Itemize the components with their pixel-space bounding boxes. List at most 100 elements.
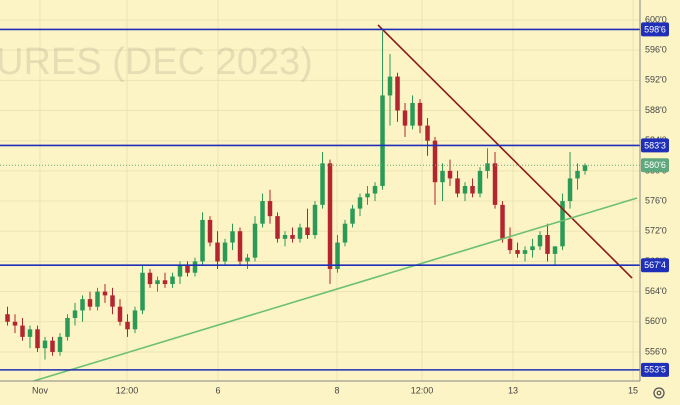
- candle-body: [575, 170, 580, 179]
- candle-body: [485, 163, 490, 171]
- candle-body: [20, 325, 25, 337]
- y-tick-label: 572'0: [645, 226, 667, 236]
- level-label-box: [641, 22, 669, 37]
- candle-body: [380, 95, 385, 186]
- candle-body: [567, 178, 573, 202]
- candle-body: [12, 321, 18, 326]
- candle-body: [245, 257, 250, 262]
- candle-body: [507, 238, 513, 251]
- candle-body: [552, 246, 558, 254]
- trend-line: [377, 24, 633, 279]
- axes: 556'0560'0564'0568'0572'0576'0580'0584'0…: [32, 14, 669, 395]
- candle-body: [267, 201, 273, 217]
- candle-body: [440, 170, 445, 183]
- x-tick-label: 12:00: [411, 385, 434, 395]
- x-tick-label: 15: [628, 385, 638, 395]
- candle-body: [125, 321, 130, 330]
- y-tick-label: 592'0: [645, 75, 667, 85]
- x-tick-label: 13: [508, 385, 518, 395]
- last-price-box: [641, 158, 669, 173]
- candle-body: [342, 223, 348, 243]
- level-label: 598'6: [644, 24, 666, 34]
- candle-body: [425, 125, 430, 141]
- candle-body: [95, 291, 100, 307]
- candle-body: [305, 227, 310, 236]
- candle-body: [432, 140, 438, 183]
- candle-body: [335, 242, 340, 269]
- candle-body: [462, 185, 468, 194]
- level-label: 553'5: [644, 365, 666, 375]
- candle-body: [237, 231, 243, 262]
- x-tick-label: 8: [334, 385, 339, 395]
- y-tick-label: 564'0: [645, 286, 667, 296]
- candle-body: [155, 280, 160, 285]
- candle-body: [50, 340, 55, 352]
- level-label-box: [641, 362, 669, 377]
- candle-body: [275, 216, 280, 239]
- x-tick-label: Nov: [32, 385, 49, 395]
- candle-body: [110, 295, 115, 307]
- candle-body: [530, 246, 535, 251]
- candle-body: [282, 235, 288, 239]
- candle-body: [365, 193, 370, 198]
- candle-body: [222, 242, 228, 262]
- candle-body: [42, 340, 48, 349]
- y-tick-label: 556'0: [645, 346, 667, 356]
- candle-body: [297, 227, 303, 239]
- level-label: 583'3: [644, 140, 666, 150]
- candle-body: [162, 280, 168, 285]
- trend-line: [30, 197, 638, 381]
- candle-body: [80, 299, 85, 311]
- candle-body: [477, 170, 483, 194]
- candle-body: [395, 76, 400, 111]
- candle-body: [87, 299, 93, 307]
- candle-body: [387, 76, 393, 96]
- y-tick-label: 576'0: [645, 195, 667, 205]
- candle-body: [327, 163, 333, 269]
- candle-body: [357, 197, 363, 209]
- candle-body: [200, 219, 205, 262]
- x-tick-label: 12:00: [116, 385, 139, 395]
- watermark: URES (DEC 2023): [0, 41, 313, 83]
- level-label-box: [641, 138, 669, 153]
- plot-area: [0, 24, 640, 381]
- candle-body: [230, 231, 235, 243]
- y-tick-label: 588'0: [645, 105, 667, 115]
- y-tick-label: 600'0: [645, 14, 667, 24]
- candle-body: [35, 329, 40, 349]
- candle-body: [192, 261, 198, 273]
- candle-body: [72, 310, 78, 319]
- last-price-label: 580'6: [644, 160, 666, 170]
- candle-body: [492, 163, 498, 205]
- candle-body: [252, 223, 258, 258]
- candle-body: [147, 272, 153, 285]
- candle-body: [117, 306, 123, 322]
- candle-body: [455, 178, 460, 194]
- y-tick-label: 560'0: [645, 316, 667, 326]
- candle-body: [65, 318, 70, 337]
- candle-body: [402, 110, 408, 126]
- candle-body: [500, 204, 505, 239]
- candle-body: [207, 219, 213, 243]
- candle-body: [417, 102, 423, 126]
- candle-body: [170, 276, 175, 285]
- candle-body: [320, 163, 325, 205]
- level-label: 567'4: [644, 260, 666, 270]
- candle-body: [215, 242, 220, 262]
- settings-button[interactable]: [653, 387, 665, 399]
- candle-body: [185, 265, 190, 273]
- candle-body: [350, 208, 355, 224]
- candle-body: [27, 329, 33, 337]
- candle-body: [470, 185, 475, 194]
- candle-body: [132, 310, 138, 330]
- candle-body: [140, 272, 145, 311]
- candle-body: [560, 201, 565, 247]
- level-label-box: [641, 258, 669, 273]
- candle-body: [515, 250, 520, 254]
- y-tick-label: 596'0: [645, 45, 667, 55]
- candle-body: [102, 291, 108, 296]
- candle-body: [537, 235, 543, 247]
- candle-body: [545, 235, 550, 254]
